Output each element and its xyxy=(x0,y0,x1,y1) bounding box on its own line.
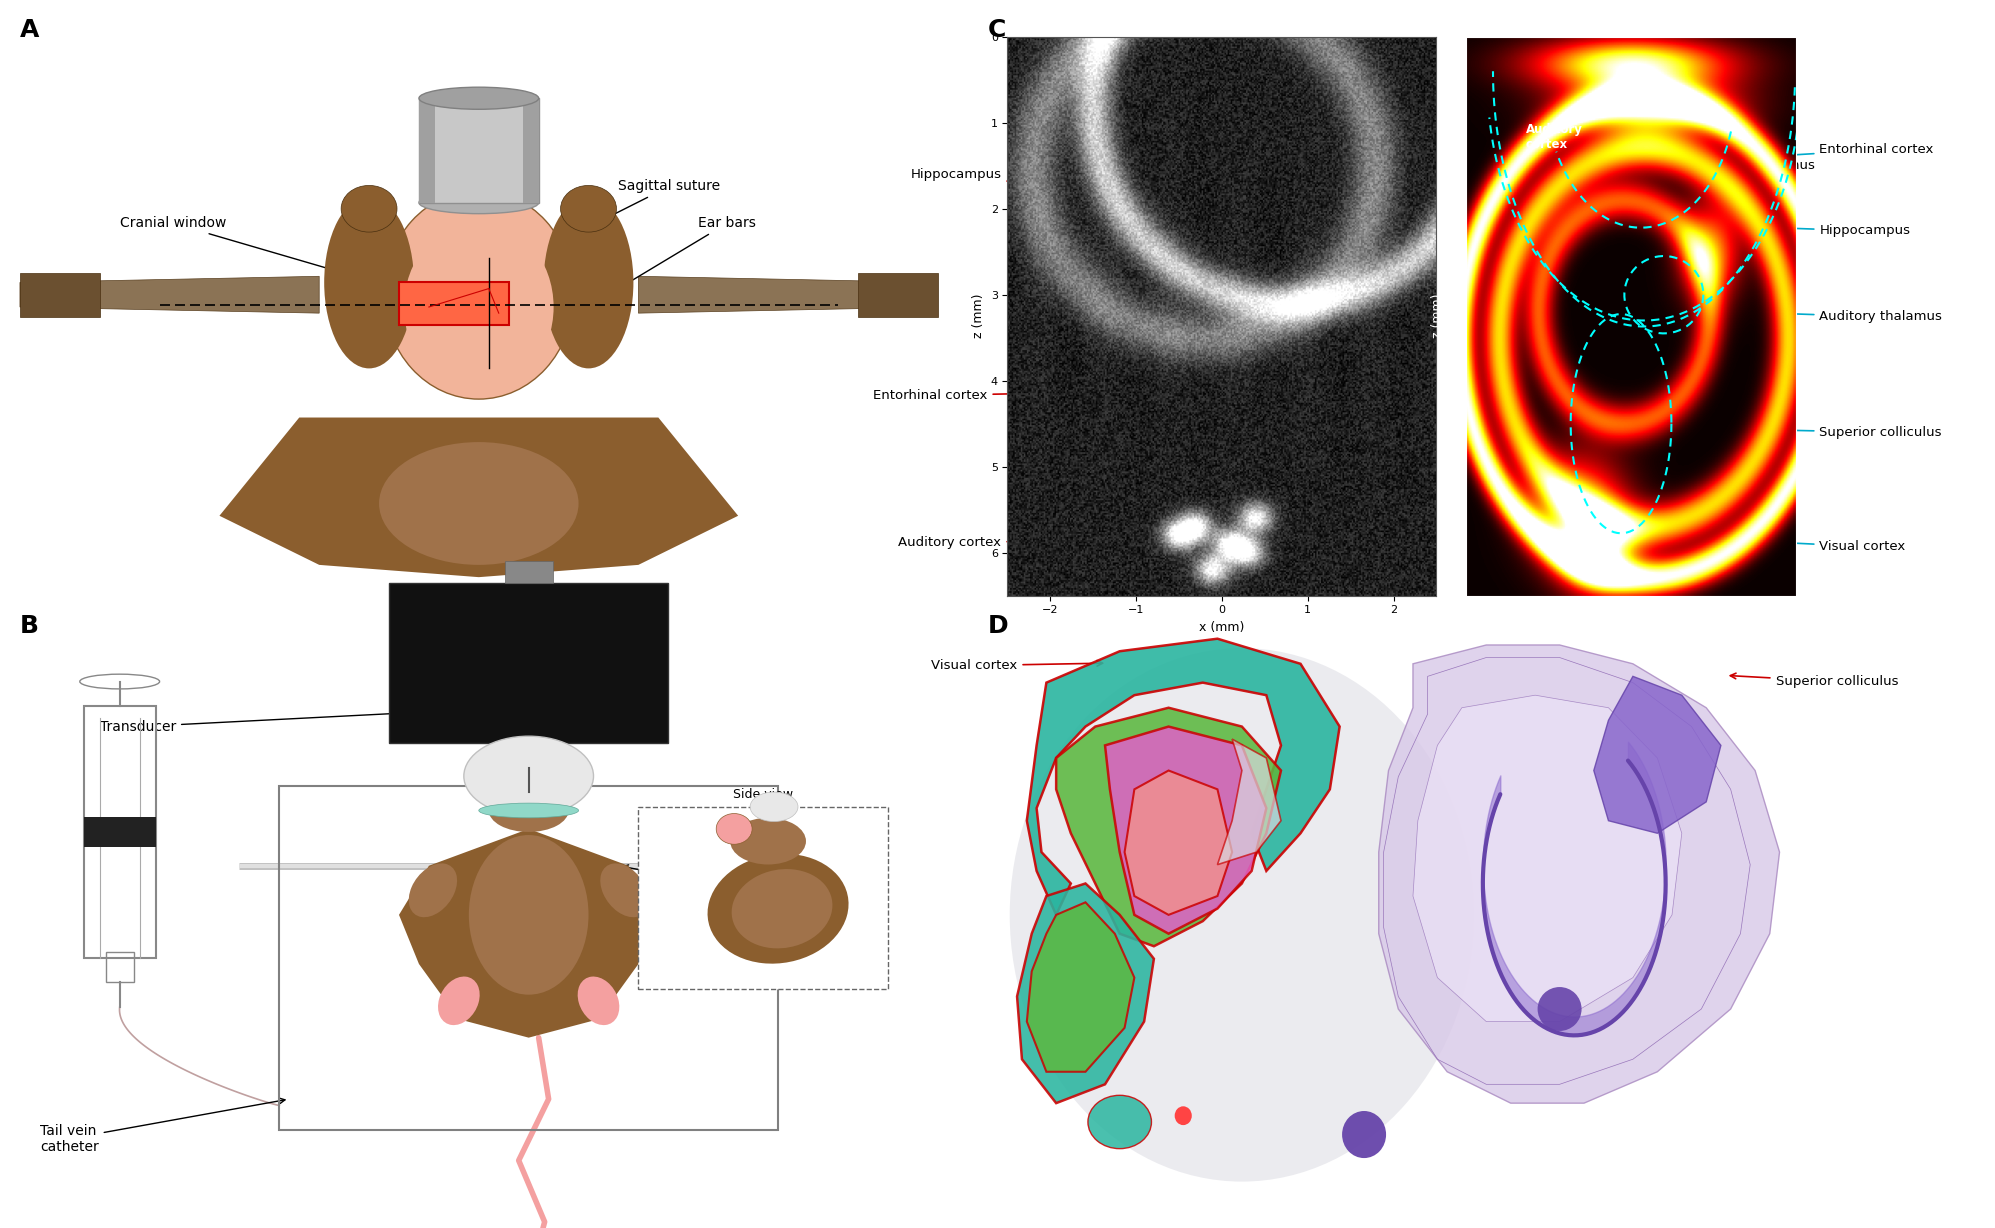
Ellipse shape xyxy=(1175,1106,1191,1125)
Text: D: D xyxy=(988,614,1007,639)
X-axis label: x (mm): x (mm) xyxy=(1199,621,1245,634)
Text: Superior colliculus: Superior colliculus xyxy=(1730,673,1897,688)
Ellipse shape xyxy=(479,803,579,818)
Polygon shape xyxy=(219,418,738,577)
Polygon shape xyxy=(1105,727,1267,933)
Ellipse shape xyxy=(716,813,752,845)
Text: Auditory thalamus: Auditory thalamus xyxy=(1776,311,1943,323)
FancyBboxPatch shape xyxy=(419,98,539,203)
Ellipse shape xyxy=(1087,1095,1151,1148)
FancyBboxPatch shape xyxy=(523,98,539,203)
Ellipse shape xyxy=(439,976,479,1025)
Ellipse shape xyxy=(349,233,608,307)
Text: Visual cortex: Visual cortex xyxy=(932,659,1103,672)
Polygon shape xyxy=(1027,639,1341,915)
Text: Entorhinal cortex: Entorhinal cortex xyxy=(1720,144,1933,162)
Bar xyxy=(389,583,668,743)
Bar xyxy=(84,706,156,958)
Text: Entorhinal cortex: Entorhinal cortex xyxy=(874,389,1053,402)
FancyBboxPatch shape xyxy=(638,807,888,989)
Ellipse shape xyxy=(600,863,648,917)
Text: Transducer: Transducer xyxy=(100,710,415,733)
Text: A: A xyxy=(20,18,40,43)
Text: C: C xyxy=(988,18,1005,43)
Ellipse shape xyxy=(409,863,457,917)
Ellipse shape xyxy=(383,190,575,399)
Bar xyxy=(84,817,156,847)
Text: Auditory
cortex: Auditory cortex xyxy=(1526,123,1582,151)
Polygon shape xyxy=(1412,695,1682,1022)
Ellipse shape xyxy=(579,976,618,1025)
Ellipse shape xyxy=(419,192,539,214)
Polygon shape xyxy=(1594,677,1722,834)
Text: Ear bars: Ear bars xyxy=(622,865,756,893)
Text: Auditory cortex: Auditory cortex xyxy=(898,537,1073,549)
Text: Hippocampus: Hippocampus xyxy=(1764,225,1911,237)
Text: Superior colliculus: Superior colliculus xyxy=(1770,426,1941,438)
Polygon shape xyxy=(1125,770,1233,915)
Polygon shape xyxy=(1217,739,1281,865)
Ellipse shape xyxy=(465,736,595,817)
Text: Side view: Side view xyxy=(732,787,794,801)
Ellipse shape xyxy=(1343,1111,1387,1158)
Ellipse shape xyxy=(403,221,553,393)
Bar xyxy=(106,952,134,982)
Text: Tail vein
catheter: Tail vein catheter xyxy=(40,1098,285,1154)
Ellipse shape xyxy=(561,185,616,232)
Text: Ear bars: Ear bars xyxy=(622,216,756,286)
Ellipse shape xyxy=(732,869,832,948)
Polygon shape xyxy=(399,829,658,1038)
Ellipse shape xyxy=(708,853,848,964)
Ellipse shape xyxy=(419,87,539,109)
Polygon shape xyxy=(1379,645,1780,1103)
Text: B: B xyxy=(20,614,40,639)
Ellipse shape xyxy=(341,185,397,232)
Ellipse shape xyxy=(730,818,806,865)
Bar xyxy=(505,561,553,583)
Bar xyxy=(858,273,938,317)
FancyBboxPatch shape xyxy=(419,98,435,203)
X-axis label: x (mm): x (mm) xyxy=(1608,621,1654,634)
Polygon shape xyxy=(1017,883,1153,1103)
Polygon shape xyxy=(20,276,319,313)
Y-axis label: z (mm): z (mm) xyxy=(972,293,986,339)
Polygon shape xyxy=(638,276,938,313)
Ellipse shape xyxy=(379,442,579,565)
Bar xyxy=(20,273,100,317)
Ellipse shape xyxy=(1009,648,1474,1181)
FancyBboxPatch shape xyxy=(399,282,509,325)
Text: Hippocampus: Hippocampus xyxy=(910,168,1073,192)
Ellipse shape xyxy=(323,196,415,368)
Text: Auditory thalamus: Auditory thalamus xyxy=(1650,160,1815,179)
Ellipse shape xyxy=(750,792,798,822)
Text: Sagittal suture: Sagittal suture xyxy=(507,179,720,268)
Ellipse shape xyxy=(80,674,160,689)
Text: Cranial window: Cranial window xyxy=(120,216,435,301)
Polygon shape xyxy=(1027,903,1135,1072)
Text: Visual cortex: Visual cortex xyxy=(1740,538,1905,553)
Ellipse shape xyxy=(469,835,589,995)
Ellipse shape xyxy=(543,196,634,368)
Polygon shape xyxy=(1055,707,1281,947)
Y-axis label: z (mm): z (mm) xyxy=(1430,293,1444,339)
Ellipse shape xyxy=(489,788,569,833)
Ellipse shape xyxy=(1538,987,1582,1032)
Bar xyxy=(279,786,778,1130)
